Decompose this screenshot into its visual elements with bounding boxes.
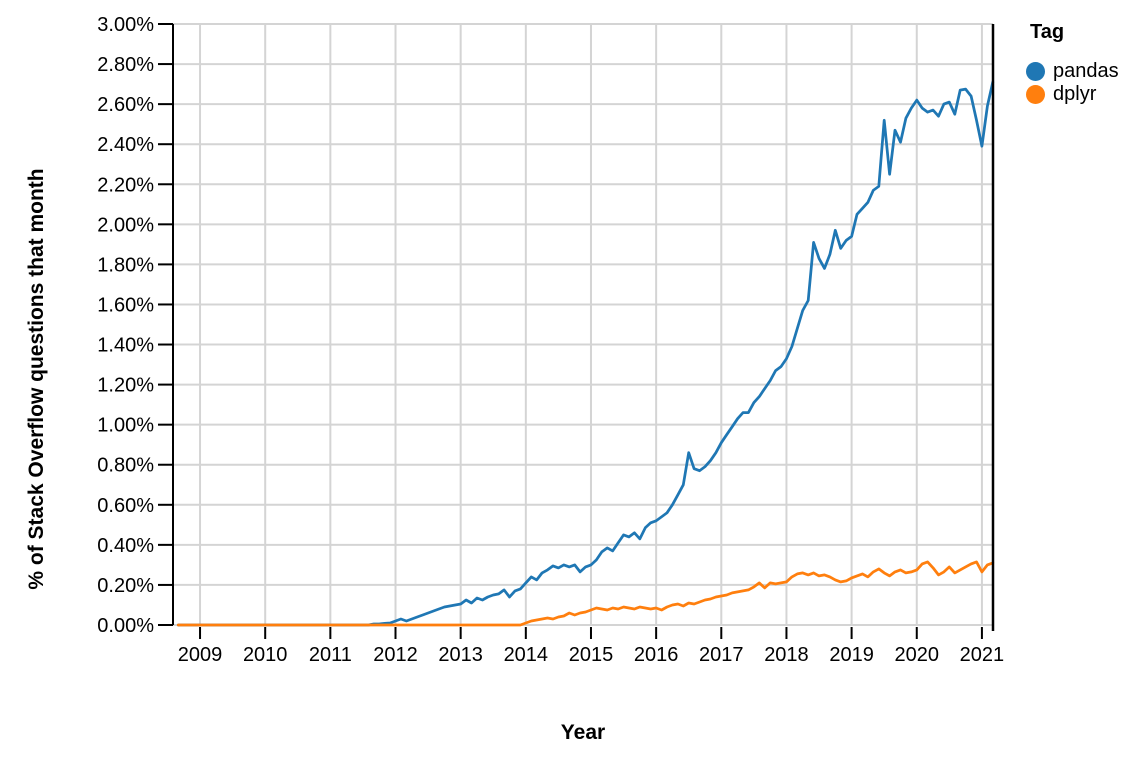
x-tick-label: 2013	[438, 644, 483, 666]
x-tick-label: 2012	[373, 644, 418, 666]
x-tick-label: 2019	[829, 644, 874, 666]
legend-title: Tag	[1030, 21, 1065, 43]
x-axis-title: Year	[560, 721, 606, 744]
x-tick-label: 2014	[504, 644, 549, 666]
x-tick-label: 2020	[895, 644, 940, 666]
y-tick-label: 1.60%	[97, 294, 154, 316]
y-tick-label: 2.60%	[97, 94, 154, 116]
y-tick-label: 0.80%	[97, 455, 154, 477]
y-tick-label: 2.20%	[97, 174, 154, 196]
x-tick-label: 2021	[960, 644, 1005, 666]
y-tick-label: 2.40%	[97, 134, 154, 156]
y-tick-label: 0.00%	[97, 615, 154, 637]
y-tick-label: 1.00%	[97, 415, 154, 437]
legend-swatch-icon	[1026, 85, 1045, 104]
y-tick-label: 3.00%	[97, 14, 154, 36]
legend-swatch-icon	[1026, 62, 1045, 81]
y-tick-label: 1.40%	[97, 335, 154, 357]
x-tick-label: 2017	[699, 644, 744, 666]
x-tick-label: 2009	[178, 644, 223, 666]
legend-label: dplyr	[1053, 83, 1097, 105]
series-line-dplyr	[176, 560, 995, 627]
legend-label: pandas	[1053, 60, 1119, 82]
x-tick-label: 2018	[764, 644, 809, 666]
y-tick-label: 0.40%	[97, 535, 154, 557]
x-tick-label: 2016	[634, 644, 679, 666]
legend-item-pandas: pandas	[1026, 60, 1119, 83]
y-axis-title: % of Stack Overflow questions that month	[25, 168, 48, 590]
y-tick-label: 1.80%	[97, 254, 154, 276]
legend-item-dplyr: dplyr	[1026, 83, 1119, 106]
y-tick-label: 0.60%	[97, 495, 154, 517]
y-tick-label: 2.00%	[97, 214, 154, 236]
x-tick-label: 2011	[309, 644, 352, 666]
y-tick-label: 2.80%	[97, 54, 154, 76]
legend: Tag pandas dplyr	[1026, 20, 1119, 106]
series-line-pandas	[176, 80, 995, 627]
y-tick-label: 0.20%	[97, 575, 154, 597]
legend-items: pandas dplyr	[1026, 60, 1119, 106]
y-tick-label: 1.20%	[97, 375, 154, 397]
x-tick-label: 2015	[569, 644, 614, 666]
x-tick-label: 2010	[243, 644, 288, 666]
